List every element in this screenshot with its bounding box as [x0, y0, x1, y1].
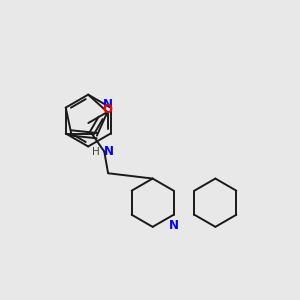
Text: H: H	[92, 147, 100, 157]
Text: N: N	[169, 219, 178, 232]
Text: N: N	[102, 98, 112, 110]
Text: N: N	[104, 145, 114, 158]
Text: O: O	[102, 103, 112, 116]
